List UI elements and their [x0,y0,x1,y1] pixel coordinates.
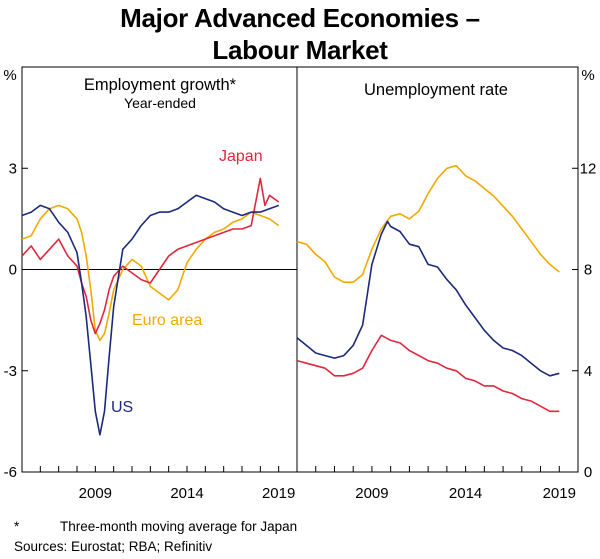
series-label-us: US [111,399,133,416]
x-tick-label: 2009 [79,485,112,502]
y-tick-label: 8 [584,262,592,279]
y-unit-left: % [3,67,16,84]
x-tick-label: 2019 [543,485,576,502]
footnote-text: Three-month moving average for Japan [60,519,298,534]
chart-title-line2: Labour Market [212,35,388,65]
series-line-euro-area [21,204,280,342]
left-axis-ticks: 2009 2014 2019 -6 -3 0 3 [4,160,297,502]
x-tick-label: 2019 [262,485,295,502]
y-tick-label: 0 [584,464,592,481]
y-tick-label: 3 [9,160,17,177]
series-label-euro-area: Euro area [132,312,202,329]
y-unit-right: % [581,67,594,84]
x-tick-label: 2009 [355,485,388,502]
panel-title-unemployment-rate: Unemployment rate [364,81,508,99]
y-tick-label: 0 [9,262,17,279]
right-axis-ticks: 2009 2014 2019 0 4 8 12 [315,160,597,502]
sources-note: Sources: Eurostat; RBA; Refinitiv [14,539,213,554]
x-tick-label: 2014 [449,485,482,502]
series-line-us [21,194,279,436]
footnote: * Three-month moving average for Japan [14,517,297,537]
right-series-lines [296,164,560,413]
series-line-japan [21,177,280,335]
series-label-japan: Japan [219,148,263,165]
panel-title-employment-growth: Employment growth* [84,76,237,94]
y-tick-label: -6 [4,464,17,481]
footnote-marker: * [14,519,20,534]
x-tick-label: 2014 [170,485,203,502]
y-tick-label: 12 [580,160,597,177]
panel-frame-right [296,66,579,473]
chart-title-line1: Major Advanced Economies – [120,3,480,33]
series-line-euro-area [296,164,560,284]
chart-title: Major Advanced Economies – Labour Market [0,2,600,66]
left-series-lines [21,177,280,436]
y-tick-label: -3 [4,363,17,380]
y-tick-label: 4 [584,363,592,380]
panel-employment-growth: Employment growth* Year-ended 2009 2014 20… [4,66,298,502]
chart-footer: * Three-month moving average for Japan So… [14,517,297,557]
panel-unemployment-rate: Unemployment rate 2009 2014 2019 0 4 8 12 [296,66,597,502]
series-line-japan [296,334,560,413]
panel-subtitle-year-ended: Year-ended [124,95,196,111]
series-line-us [296,220,560,377]
